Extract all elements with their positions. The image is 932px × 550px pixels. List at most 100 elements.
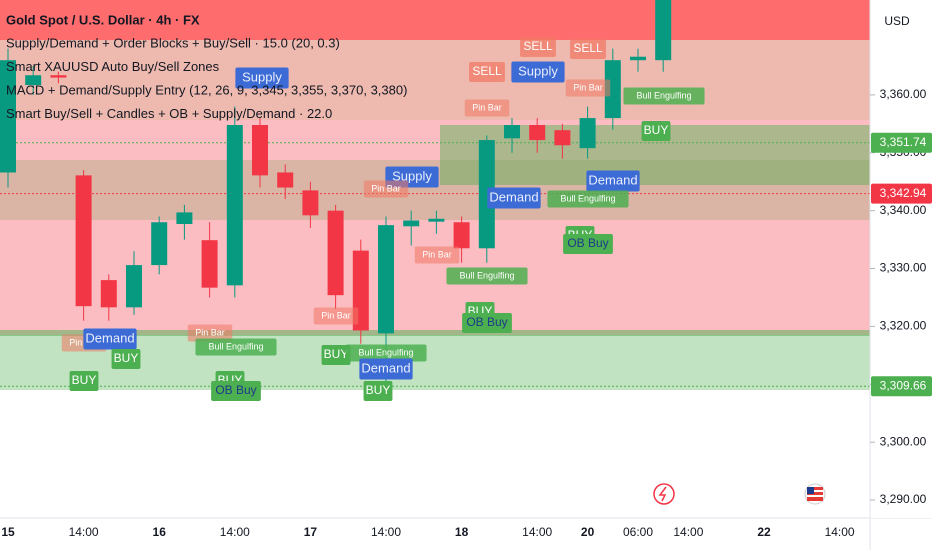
x-tick-label: 14:00 <box>673 525 703 539</box>
candle-body <box>630 56 646 61</box>
signal-box <box>363 180 409 198</box>
candle-body <box>25 75 42 86</box>
x-tick-label: 14:00 <box>522 525 552 539</box>
signal-box <box>641 121 671 141</box>
signal-box <box>359 358 413 380</box>
candle-body <box>378 225 394 334</box>
candle-body <box>201 240 218 288</box>
signal-label: Bull Engulfing <box>560 193 615 203</box>
y-tick-label: 3,300.00 <box>880 434 927 448</box>
x-tick-label: 20 <box>581 525 595 539</box>
signal-label: Pin Bar <box>422 249 452 259</box>
price-label: 3,351.74 <box>880 135 927 149</box>
signal-box <box>211 381 261 401</box>
signal-label: Supply <box>518 63 558 78</box>
zone-edge <box>0 330 870 336</box>
candle-body <box>277 172 294 188</box>
indicator-legend: Smart XAUUSD Auto Buy/Sell Zones <box>6 59 220 74</box>
candle-body <box>151 222 168 266</box>
signal-label: Supply <box>392 168 432 183</box>
candle-body <box>126 265 142 308</box>
signal-label: SELL <box>523 39 553 53</box>
signal-box <box>565 79 611 97</box>
indicator-legend: MACD + Demand/Supply Entry (12, 26, 9, 3… <box>6 82 407 97</box>
signal-label: Demand <box>361 360 410 375</box>
x-tick-label: 14:00 <box>371 525 401 539</box>
signal-box <box>586 170 640 192</box>
signal-label: BUY <box>114 351 139 365</box>
candle-body <box>453 222 470 249</box>
signal-label: SELL <box>573 41 603 55</box>
signal-label: BUY <box>366 383 391 397</box>
y-tick-label: 3,330.00 <box>880 261 927 275</box>
candle-body <box>75 175 92 307</box>
price-label: 3,342.94 <box>880 186 927 200</box>
price-label: 3,309.66 <box>880 378 927 392</box>
candle-body <box>226 125 243 286</box>
candle-body <box>579 118 596 149</box>
signal-box <box>187 324 233 342</box>
signal-label: BUY <box>72 373 97 387</box>
candle-body <box>252 125 268 176</box>
signal-box <box>345 344 427 362</box>
demand-zone-low <box>0 335 870 390</box>
candle-body <box>655 0 672 61</box>
signal-box <box>313 307 359 325</box>
signal-label: BUY <box>324 347 349 361</box>
signal-label: Pin Bar <box>371 183 401 193</box>
signal-box <box>469 62 505 82</box>
signal-label: Demand <box>85 330 134 345</box>
chart-title: Gold Spot / U.S. Dollar · 4h · FX <box>6 12 200 27</box>
signal-label: SELL <box>472 64 502 78</box>
signal-box <box>414 246 460 264</box>
price-axis-bg <box>871 0 932 518</box>
candle-body <box>302 190 319 216</box>
signal-label: OB Buy <box>567 236 608 250</box>
x-tick-label: 06:00 <box>623 525 653 539</box>
indicator-legend: Smart Buy/Sell + Candles + OB + Supply/D… <box>6 106 332 121</box>
indicator-zones <box>0 0 870 390</box>
signal-box <box>363 381 393 401</box>
signal-label: OB Buy <box>215 383 256 397</box>
candle-body <box>554 130 571 146</box>
candle-body <box>327 210 344 296</box>
signal-label: OB Buy <box>466 315 507 329</box>
signal-box <box>570 39 606 59</box>
signal-label: Pin Bar <box>573 82 603 92</box>
candle-body <box>403 220 420 227</box>
candle-body <box>529 125 546 141</box>
x-tick-label: 14:00 <box>69 525 99 539</box>
indicator-legend: Supply/Demand + Order Blocks + Buy/Sell … <box>6 35 340 50</box>
currency: USD <box>884 14 910 28</box>
price-label-box <box>871 132 932 153</box>
signal-label: Bull Engulfing <box>358 347 413 357</box>
signal-box <box>321 345 351 365</box>
signal-box <box>511 61 565 83</box>
y-tick-label: 3,360.00 <box>880 87 927 101</box>
price-label-box <box>871 183 932 204</box>
signal-label: Pin Bar <box>195 327 225 337</box>
signal-box <box>111 349 141 369</box>
zone <box>0 40 870 120</box>
y-tick-label: 3,320.00 <box>880 319 927 333</box>
price-label-box <box>871 376 932 397</box>
signal-label: BUY <box>644 123 669 137</box>
candle-body <box>478 140 495 249</box>
candle-body <box>50 75 67 78</box>
x-tick-label: 16 <box>153 525 167 539</box>
signal-label: Supply <box>242 69 282 84</box>
signal-label: Pin Bar <box>321 310 351 320</box>
signal-box <box>446 267 528 285</box>
signal-box <box>195 338 277 356</box>
signal-box <box>462 313 512 333</box>
signal-box <box>563 234 613 254</box>
signal-box <box>487 187 541 209</box>
signal-label: Pin Bar <box>472 102 502 112</box>
signal-box <box>235 67 289 89</box>
signal-box <box>623 87 705 105</box>
x-tick-label: 14:00 <box>220 525 250 539</box>
y-tick-label: 3,340.00 <box>880 203 927 217</box>
event-icon <box>653 483 675 505</box>
